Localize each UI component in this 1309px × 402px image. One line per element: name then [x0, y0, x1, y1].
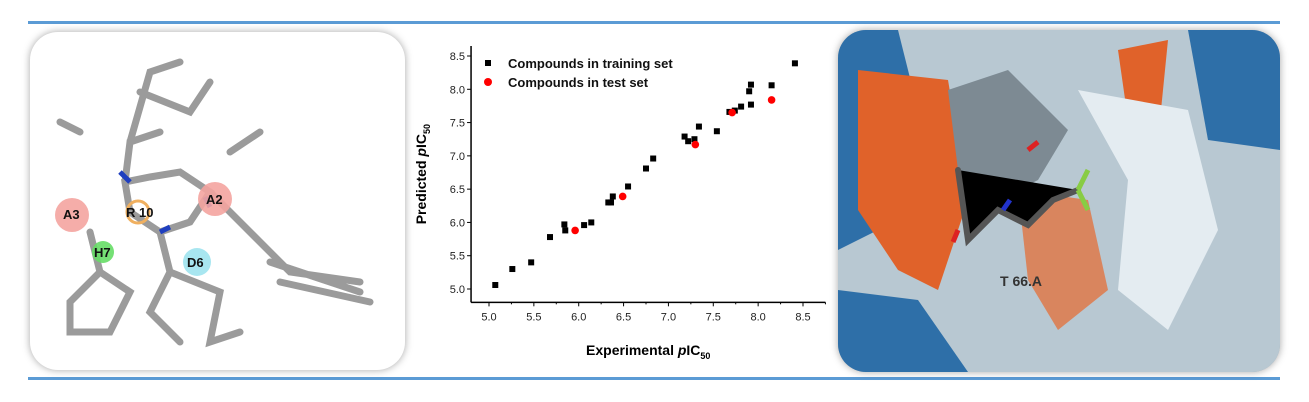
- feature-label-r10: R 10: [126, 205, 154, 220]
- training-point: [650, 155, 657, 162]
- x-tick-label: 6.5: [616, 311, 631, 323]
- y-tick-label: 6.0: [450, 217, 465, 229]
- training-point: [747, 101, 754, 108]
- y-tick-label: 8.5: [450, 51, 465, 63]
- training-point: [791, 60, 798, 67]
- test-point: [767, 96, 776, 104]
- training-point: [681, 133, 688, 140]
- training-point: [528, 259, 535, 266]
- test-point: [618, 192, 627, 201]
- legend-marker-training: [485, 60, 491, 66]
- y-tick-label: 5.5: [450, 251, 465, 263]
- x-tick-label: 5.5: [526, 311, 541, 323]
- bottom-rule: [28, 377, 1280, 380]
- training-point: [643, 165, 649, 172]
- x-axis-title: Experimental pIC50: [586, 342, 710, 361]
- training-point: [581, 222, 588, 229]
- test-point: [571, 226, 579, 235]
- feature-label-h7: H7: [94, 245, 111, 260]
- feature-label-a2: A2: [206, 192, 223, 207]
- training-point: [562, 227, 569, 234]
- x-tick-label: 7.5: [706, 311, 721, 323]
- training-point: [609, 193, 616, 200]
- x-tick-label: 8.0: [750, 311, 765, 323]
- training-point: [738, 103, 745, 110]
- training-point: [561, 221, 568, 228]
- training-point: [625, 183, 632, 190]
- x-tick-label: 7.0: [661, 311, 676, 323]
- test-point: [691, 140, 700, 149]
- training-point: [685, 138, 692, 145]
- y-tick-label: 6.5: [450, 184, 465, 196]
- docking-surface-panel: T 66.A: [838, 30, 1280, 372]
- training-point: [747, 81, 754, 88]
- training-point: [509, 266, 516, 273]
- training-point: [492, 282, 499, 289]
- y-tick-label: 8.0: [450, 84, 465, 96]
- scatter-chart: 5.0 5.5 6.0 6.5 7.0 7.5 8.0 8.5 5.0 5.5 6.0 6.5 7.0 7…: [413, 46, 826, 361]
- training-point: [608, 199, 615, 206]
- x-tick-label: 8.5: [795, 311, 810, 323]
- x-tick-label: 6.0: [571, 311, 586, 323]
- training-point: [691, 136, 698, 143]
- legend-label: Compounds in training set: [508, 56, 673, 71]
- test-point: [728, 108, 736, 117]
- y-tick-label: 5.0: [450, 284, 465, 296]
- training-point: [713, 128, 720, 135]
- training-point: [768, 82, 775, 89]
- y-axis-title: Predicted pIC50: [413, 124, 432, 224]
- legend-marker-test: [484, 78, 492, 86]
- x-tick-label: 5.0: [481, 311, 496, 323]
- y-tick-label: 7.5: [450, 118, 465, 130]
- training-point: [695, 123, 702, 130]
- legend-label: Compounds in test set: [508, 75, 649, 90]
- training-point: [547, 234, 554, 241]
- molecule-overlay-image: [55, 58, 374, 348]
- residue-label: T 66.A: [1000, 273, 1043, 289]
- top-rule: [28, 21, 1280, 24]
- pharmacophore-panel: A3 R 10 A2 H7 D6: [30, 32, 405, 370]
- training-point: [746, 88, 753, 95]
- feature-label-d6: D6: [187, 255, 204, 270]
- training-point: [588, 219, 595, 226]
- protein-surface-image: [838, 30, 1280, 372]
- y-tick-label: 7.0: [450, 151, 465, 163]
- feature-label-a3: A3: [63, 207, 80, 222]
